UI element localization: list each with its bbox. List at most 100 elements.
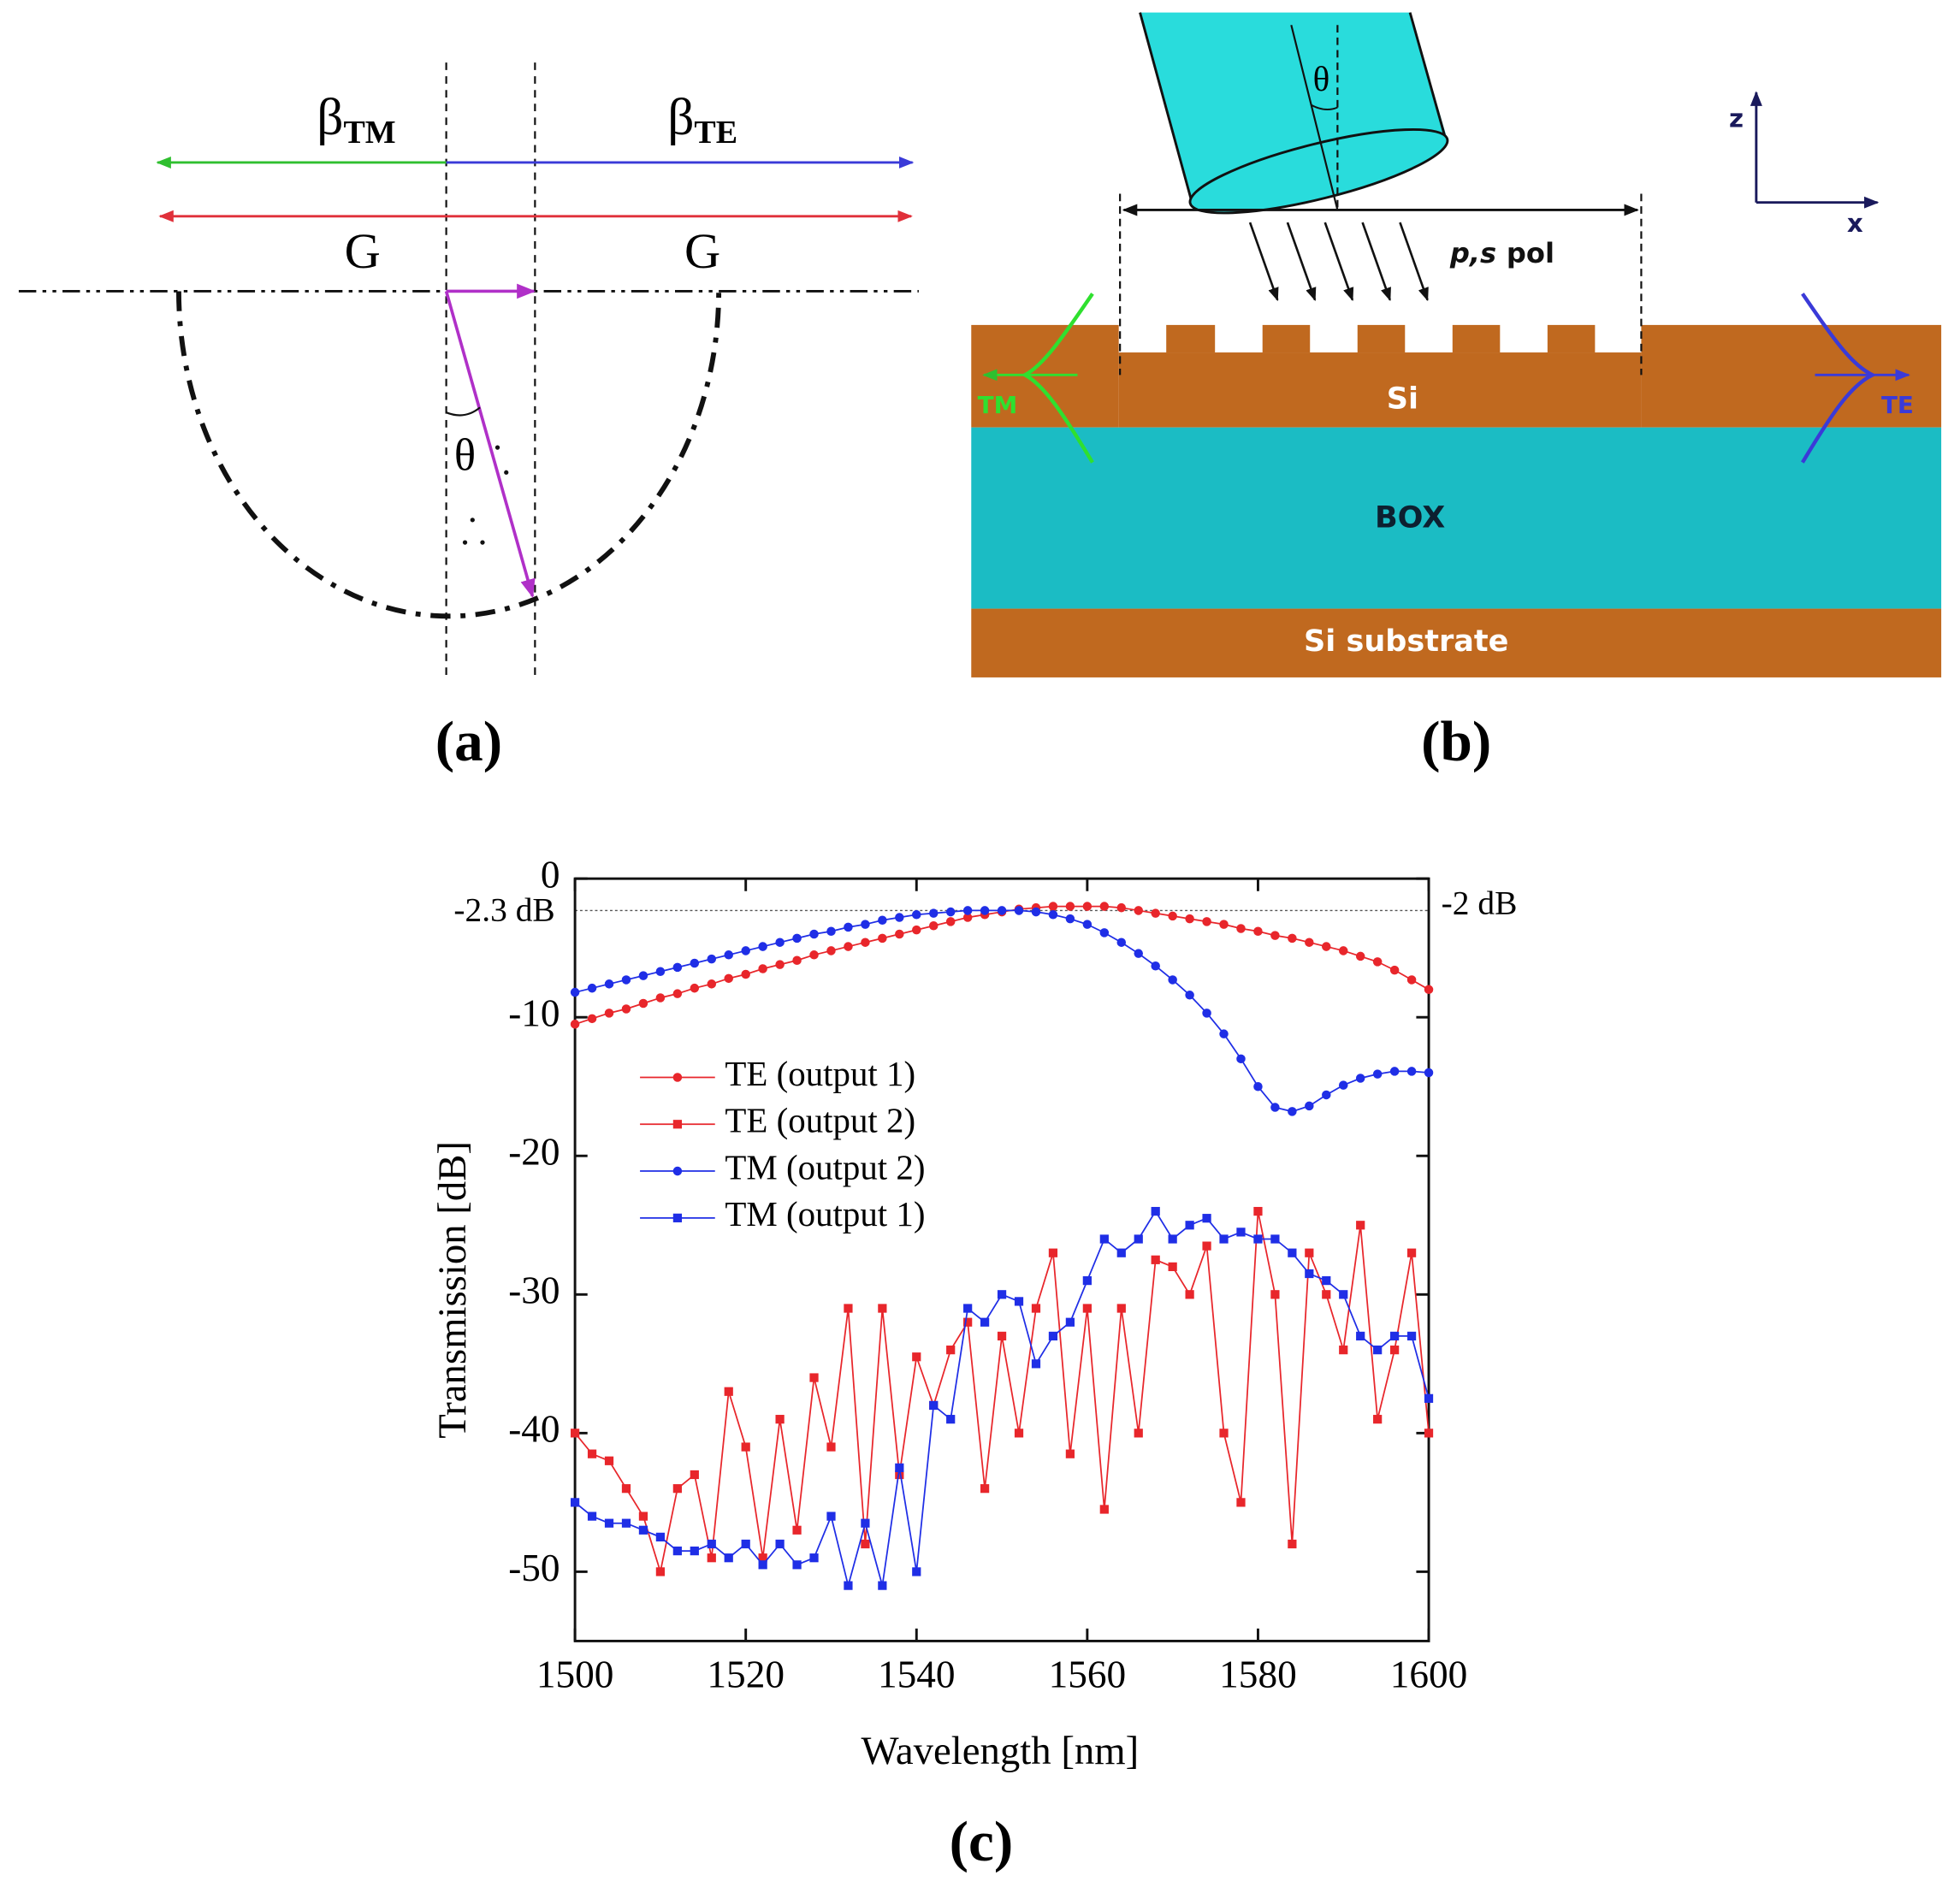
x-tick-label: 1580 [1219,1653,1297,1696]
data-point [1339,1346,1348,1355]
subscript: TM [343,115,395,151]
annotation: -2 dB [1442,884,1518,922]
data-point [945,907,956,917]
data-point [945,917,956,926]
mode-label: TE [1881,391,1914,419]
data-point [1219,1429,1229,1438]
incident-arrow [1399,222,1429,302]
data-point [758,1560,767,1570]
axis-label: x [1847,209,1863,238]
data-point [672,1484,682,1494]
data-point [1202,1009,1211,1018]
angle-arc [1311,104,1338,110]
data-point [1082,1304,1092,1313]
data-point [826,946,836,955]
data-point [741,1539,750,1549]
data-point [690,958,700,968]
data-point [1185,1221,1194,1230]
data-point [1236,1498,1246,1507]
data-point [741,1442,750,1452]
data-point [570,987,580,997]
data-point [1305,1248,1314,1257]
data-point [1322,1090,1331,1100]
data-point [1322,942,1331,951]
data-point [1288,933,1297,944]
data-point [1099,902,1110,911]
data-point [1356,1331,1365,1341]
data-point [638,1511,648,1521]
data-point [1185,991,1194,1000]
data-point [621,1484,631,1494]
data-point [1099,1234,1109,1244]
panel-c-chart: Wavelength [nm] Transmission [dB] (c) -2… [430,854,1517,1873]
data-point [638,998,648,1009]
y-tick-label: -10 [508,992,560,1035]
incident-arrow [1361,222,1391,302]
data-point [1253,1081,1263,1091]
data-point [638,1525,648,1535]
data-point [1288,1539,1297,1549]
data-point [724,973,733,984]
data-point [775,1539,785,1549]
data-point [861,938,870,947]
data-point [1048,902,1058,911]
legend-marker [672,1120,683,1129]
legend-marker [672,1213,683,1222]
data-point [1355,951,1365,961]
data-point [570,1498,580,1507]
data-point [946,1415,956,1424]
data-point [1065,902,1075,911]
data-point [1236,1227,1246,1237]
data-point [997,1290,1007,1299]
data-point [861,1539,870,1549]
data-point [1202,1214,1211,1223]
data-point [792,933,802,944]
data-point [1424,1429,1434,1438]
data-point [895,1463,904,1472]
data-point [1424,1068,1434,1078]
data-point [1406,1067,1417,1076]
data-point [997,906,1007,915]
data-point [980,1484,990,1494]
data-point [672,962,683,973]
data-point [878,1304,887,1313]
data-point [963,1317,973,1327]
data-point [655,1567,666,1577]
data-point [1389,965,1400,975]
data-point [690,1470,699,1480]
data-point [963,1304,973,1313]
data-point [1424,985,1434,995]
beta-tm-label: βTM [317,88,395,150]
data-point [997,1331,1007,1341]
data-point [604,979,614,989]
data-point [1270,1103,1280,1112]
data-point [724,1387,733,1396]
dot [462,540,468,545]
data-point [655,993,666,1003]
data-point [844,922,853,932]
panel-b: Si BOX Si substrate θ p,s pol z x TM TE [971,12,1942,773]
beta-te-label: βTE [667,88,737,150]
data-point [1151,908,1160,918]
data-point [655,967,666,976]
data-point [962,906,973,915]
data-point [826,1442,836,1452]
data-point [1322,1275,1331,1286]
data-point [1305,938,1314,947]
si-layer [1118,352,1642,428]
data-point [1065,1317,1075,1327]
data-point [1082,1275,1092,1286]
incident-arrow [1323,222,1354,302]
legend-label: TE (output 2) [725,1102,915,1140]
data-point [741,969,750,979]
data-point [621,1004,631,1014]
data-point [775,938,785,947]
data-point [707,979,717,989]
data-point [1322,1290,1331,1299]
data-point [724,1553,733,1563]
data-point [1168,975,1177,985]
data-point [878,933,887,944]
fiber-end [1188,127,1449,215]
data-point [929,1400,939,1411]
data-point [895,1470,904,1480]
